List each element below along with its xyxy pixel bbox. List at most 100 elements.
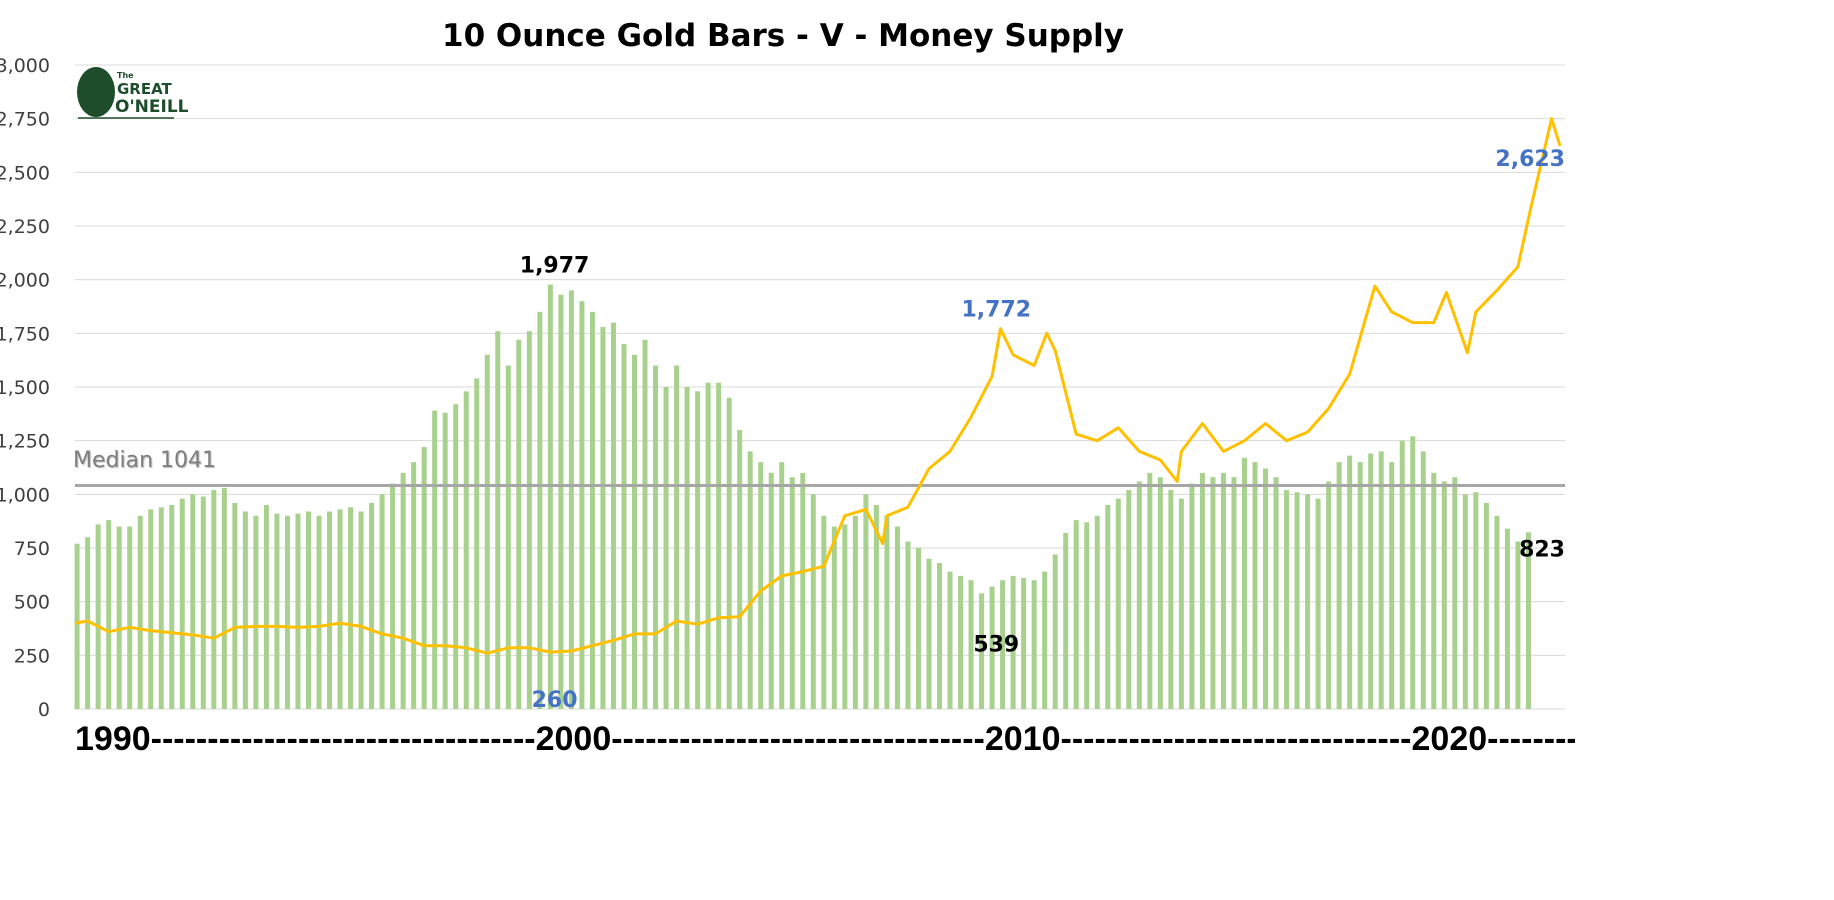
bar [358, 511, 364, 709]
logo: The GREAT O'NEILL [77, 67, 189, 119]
bar [1368, 453, 1374, 709]
x-label-2010: 2010------------------------------- [984, 720, 1412, 758]
bar [1515, 541, 1521, 709]
bar [1336, 462, 1342, 709]
bar [1378, 451, 1384, 709]
bar [1052, 554, 1058, 709]
bar [589, 311, 595, 709]
bar [116, 526, 122, 709]
bar [915, 548, 921, 709]
bar [495, 331, 501, 709]
median-label: Median 1041 [73, 448, 216, 473]
bar [284, 515, 290, 709]
bar [74, 543, 80, 709]
bar [852, 515, 858, 709]
bar [610, 322, 616, 709]
bar [831, 526, 837, 709]
bar [1031, 580, 1037, 709]
bar [442, 412, 448, 709]
bar [421, 447, 427, 709]
bar [947, 571, 953, 709]
logo-line1: The [117, 71, 134, 80]
bar [1136, 481, 1142, 709]
bar [1178, 498, 1184, 709]
y-tick-label: 1,250 [0, 431, 50, 453]
bar [1326, 481, 1332, 709]
y-tick-label: 750 [14, 538, 50, 560]
bar [674, 365, 680, 709]
bar [1483, 502, 1489, 709]
bar [863, 494, 869, 709]
logo-line3: O'NEILL [115, 97, 189, 117]
bar [316, 515, 322, 709]
bar-series [74, 284, 1531, 709]
bar [390, 483, 396, 709]
bar [1473, 492, 1479, 709]
y-tick-label: 0 [38, 699, 50, 721]
bar [1157, 477, 1163, 709]
bar [516, 339, 522, 709]
bar [716, 382, 722, 709]
bar [821, 515, 827, 709]
bar [1273, 477, 1279, 709]
bar [547, 284, 553, 709]
bar [1347, 455, 1353, 709]
bar [936, 563, 942, 709]
bar [800, 472, 806, 709]
bar [1126, 490, 1132, 709]
y-tick-label: 1,000 [0, 484, 50, 506]
y-tick-label: 250 [14, 645, 50, 667]
annotations: 1,977 1,772 260 539 2,623 823 [520, 147, 1565, 713]
bar [453, 404, 459, 709]
y-tick-label: 2,750 [0, 109, 50, 131]
data-label: 1,977 [520, 254, 590, 279]
bar [1284, 490, 1290, 709]
bar [1042, 571, 1048, 709]
logo-portrait-icon [77, 67, 115, 117]
x-label-2000: 2000--------------------------------- [535, 720, 985, 758]
bar [579, 301, 585, 709]
bar [200, 496, 206, 709]
bar [737, 429, 743, 709]
bar [758, 462, 764, 709]
bar [1305, 494, 1311, 709]
bar [695, 391, 701, 709]
bar [1010, 575, 1016, 709]
bar [232, 502, 238, 709]
bar [705, 382, 711, 709]
bar [684, 387, 690, 709]
bar [148, 509, 154, 709]
y-tick-label: 2,000 [0, 270, 50, 292]
bar [1431, 472, 1437, 709]
chart-title: 10 Ounce Gold Bars - V - Money Supply [442, 18, 1124, 54]
bar [1357, 462, 1363, 709]
bar [484, 354, 490, 709]
bar [621, 344, 627, 709]
bar [526, 331, 532, 709]
data-label: 2,623 [1495, 147, 1565, 172]
bar [158, 507, 164, 709]
logo-line2: GREAT [117, 80, 173, 98]
bar [558, 294, 564, 709]
y-tick-label: 2,250 [0, 216, 50, 238]
bar [1504, 528, 1510, 709]
y-tick-label: 1,500 [0, 377, 50, 399]
bar [779, 462, 785, 709]
bar [1073, 520, 1079, 709]
bar [958, 575, 964, 709]
bar [1525, 532, 1531, 709]
y-tick-label: 1,750 [0, 323, 50, 345]
bar [253, 515, 259, 709]
bar [1494, 515, 1500, 709]
bar [1021, 578, 1027, 709]
bar [432, 410, 438, 709]
bar [1105, 505, 1111, 709]
bar [873, 505, 879, 709]
x-axis-labels: 1990---------------------------------- 2… [75, 720, 1575, 759]
bar [1263, 468, 1269, 709]
bar [1115, 498, 1121, 709]
bar [348, 507, 354, 709]
bar [474, 378, 480, 709]
bar [747, 451, 753, 709]
